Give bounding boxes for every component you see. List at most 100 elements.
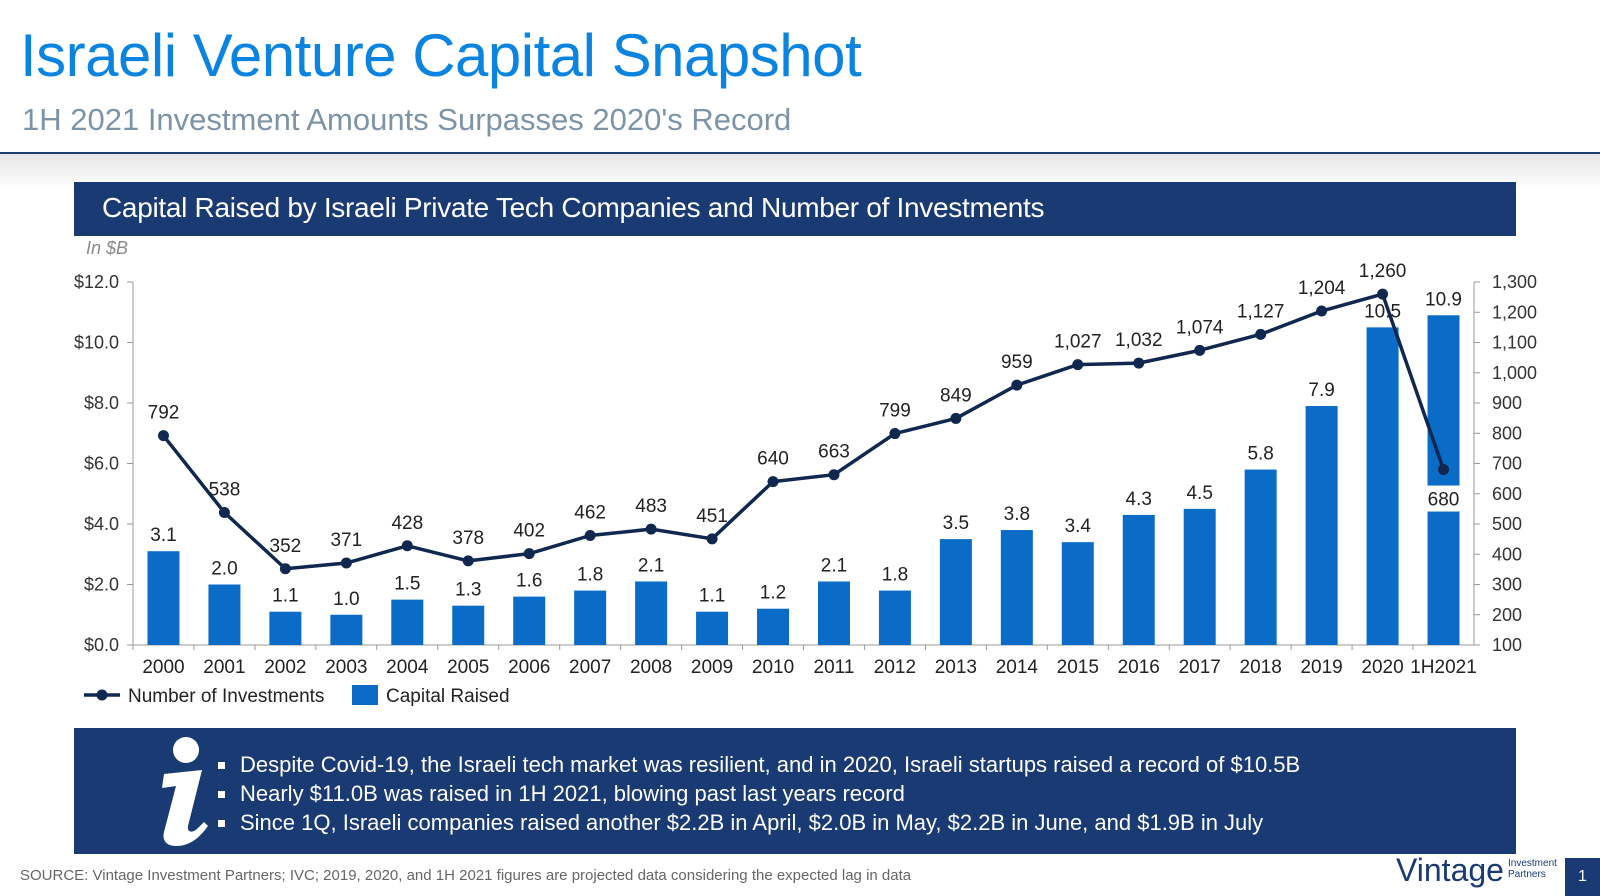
bar-capital-raised bbox=[147, 551, 180, 645]
insight-item: Despite Covid-19, the Israeli tech marke… bbox=[216, 750, 1300, 779]
bar-capital-raised bbox=[391, 599, 424, 645]
bar-data-label: 7.9 bbox=[1308, 380, 1334, 401]
bar-data-label: 10.5 bbox=[1364, 301, 1401, 322]
bar-data-label: 1.8 bbox=[577, 565, 603, 586]
logo-sub-line1: Investment bbox=[1508, 858, 1557, 869]
line-point bbox=[584, 529, 596, 541]
x-tick-label: 2018 bbox=[1240, 657, 1282, 678]
x-tick-label: 2005 bbox=[447, 657, 489, 678]
bar-data-label: 1.1 bbox=[699, 586, 725, 607]
line-point bbox=[157, 430, 169, 442]
bar-data-label: 4.3 bbox=[1126, 489, 1152, 510]
x-tick-label: 2002 bbox=[264, 657, 306, 678]
line-data-label: 352 bbox=[270, 536, 302, 557]
bar-capital-raised bbox=[574, 590, 607, 645]
x-tick-label: 2012 bbox=[874, 657, 916, 678]
x-tick-label: 2003 bbox=[325, 657, 367, 678]
line-data-label: 451 bbox=[696, 506, 728, 527]
x-tick-label: 1H2021 bbox=[1410, 657, 1477, 678]
bar-data-label: 1.2 bbox=[760, 583, 786, 604]
bar-data-label: 3.1 bbox=[150, 525, 176, 546]
x-tick-label: 2014 bbox=[996, 657, 1039, 678]
line-point bbox=[401, 540, 413, 552]
line-data-label: 792 bbox=[148, 403, 180, 424]
line-point bbox=[1255, 328, 1267, 340]
bar-capital-raised bbox=[1305, 406, 1338, 645]
x-tick-label: 2009 bbox=[691, 657, 733, 678]
bar-capital-raised bbox=[878, 590, 911, 645]
bar-capital-raised bbox=[452, 605, 485, 645]
legend-line-marker bbox=[96, 689, 108, 701]
bar-capital-raised bbox=[817, 581, 850, 645]
line-point bbox=[218, 507, 230, 519]
line-point bbox=[767, 476, 779, 488]
line-data-label: 378 bbox=[452, 528, 484, 549]
left-tick-label: $4.0 bbox=[84, 514, 119, 534]
line-data-label: 849 bbox=[940, 385, 972, 406]
right-tick-label: 900 bbox=[1492, 393, 1522, 413]
line-point bbox=[462, 555, 474, 567]
right-tick-label: 1,300 bbox=[1492, 272, 1537, 292]
line-point bbox=[1194, 344, 1206, 356]
line-data-label: 680 bbox=[1428, 490, 1460, 511]
source-note: SOURCE: Vintage Investment Partners; IVC… bbox=[20, 867, 912, 884]
bar-data-label: 2.0 bbox=[211, 559, 237, 580]
x-tick-label: 2019 bbox=[1300, 657, 1342, 678]
bar-capital-raised bbox=[1061, 542, 1094, 645]
bar-capital-raised bbox=[757, 608, 790, 645]
line-point bbox=[279, 563, 291, 575]
bar-capital-raised bbox=[1122, 514, 1155, 645]
line-point bbox=[950, 412, 962, 424]
bar-data-label: 3.8 bbox=[1004, 504, 1030, 525]
x-tick-label: 2016 bbox=[1118, 657, 1160, 678]
line-data-label: 402 bbox=[513, 521, 545, 542]
right-tick-label: 1,100 bbox=[1492, 333, 1537, 353]
line-point bbox=[1072, 359, 1084, 371]
line-point bbox=[1133, 357, 1145, 369]
bar-capital-raised bbox=[208, 584, 241, 645]
right-tick-label: 300 bbox=[1492, 575, 1522, 595]
line-point bbox=[1011, 379, 1023, 391]
bar-capital-raised bbox=[939, 539, 972, 645]
bar-data-label: 1.6 bbox=[516, 571, 542, 592]
line-data-label: 483 bbox=[635, 496, 667, 517]
line-label-backing bbox=[1421, 485, 1466, 512]
x-tick-label: 2011 bbox=[814, 657, 855, 678]
line-data-label: 959 bbox=[1001, 352, 1033, 373]
units-label: In $B bbox=[86, 238, 128, 258]
bar-data-label: 2.1 bbox=[638, 555, 664, 576]
bar-capital-raised bbox=[635, 581, 668, 645]
x-tick-label: 2010 bbox=[752, 657, 794, 678]
x-tick-label: 2013 bbox=[935, 657, 977, 678]
line-data-label: 538 bbox=[209, 480, 241, 501]
bar-capital-raised bbox=[330, 614, 363, 645]
line-point bbox=[889, 428, 901, 440]
right-tick-label: 500 bbox=[1492, 514, 1522, 534]
legend-label: Number of Investments bbox=[128, 686, 324, 707]
line-data-label: 1,204 bbox=[1298, 278, 1346, 299]
bar-capital-raised bbox=[1244, 469, 1277, 645]
x-tick-label: 2000 bbox=[142, 657, 184, 678]
left-tick-label: $10.0 bbox=[74, 333, 119, 353]
right-tick-label: 1,200 bbox=[1492, 302, 1537, 322]
left-tick-label: $6.0 bbox=[84, 454, 119, 474]
chart-title: Capital Raised by Israeli Private Tech C… bbox=[102, 192, 1045, 223]
line-data-label: 640 bbox=[757, 449, 789, 470]
line-point bbox=[340, 557, 352, 569]
x-tick-label: 2004 bbox=[386, 657, 429, 678]
bar-capital-raised bbox=[1427, 315, 1460, 645]
left-tick-label: $12.0 bbox=[74, 272, 119, 292]
line-point bbox=[645, 523, 657, 535]
line-data-label: 428 bbox=[391, 513, 423, 534]
bar-data-label: 1.8 bbox=[882, 565, 908, 586]
bar-data-label: 5.8 bbox=[1247, 444, 1273, 465]
line-data-label: 371 bbox=[330, 530, 362, 551]
header-divider bbox=[0, 152, 1600, 154]
line-data-label: 1,127 bbox=[1237, 301, 1285, 322]
bar-capital-raised bbox=[513, 596, 546, 645]
line-data-label: 799 bbox=[879, 401, 911, 422]
right-tick-label: 800 bbox=[1492, 423, 1522, 443]
line-data-label: 1,032 bbox=[1115, 330, 1163, 351]
page-subtitle: 1H 2021 Investment Amounts Surpasses 202… bbox=[22, 102, 792, 137]
x-tick-label: 2020 bbox=[1361, 657, 1403, 678]
